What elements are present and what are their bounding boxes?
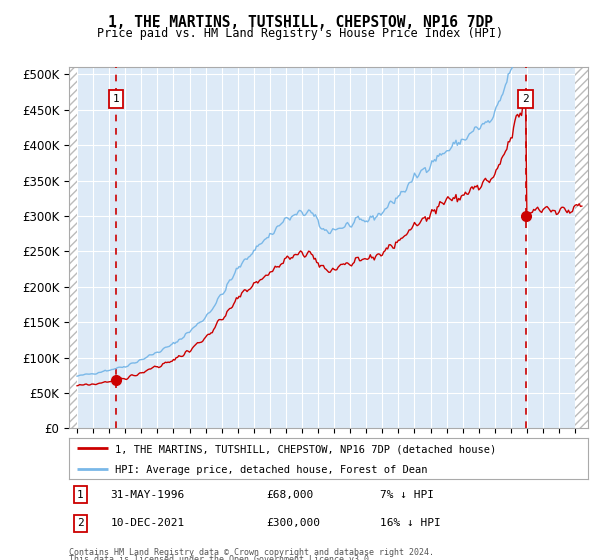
Text: 1: 1 bbox=[113, 94, 119, 104]
Text: 1, THE MARTINS, TUTSHILL, CHEPSTOW, NP16 7DP: 1, THE MARTINS, TUTSHILL, CHEPSTOW, NP16… bbox=[107, 15, 493, 30]
Text: 7% ↓ HPI: 7% ↓ HPI bbox=[380, 490, 434, 500]
Text: 1: 1 bbox=[77, 490, 84, 500]
Text: Contains HM Land Registry data © Crown copyright and database right 2024.: Contains HM Land Registry data © Crown c… bbox=[69, 548, 434, 557]
Text: 1, THE MARTINS, TUTSHILL, CHEPSTOW, NP16 7DP (detached house): 1, THE MARTINS, TUTSHILL, CHEPSTOW, NP16… bbox=[115, 445, 496, 454]
Text: This data is licensed under the Open Government Licence v3.0.: This data is licensed under the Open Gov… bbox=[69, 556, 374, 560]
Text: 2: 2 bbox=[522, 94, 529, 104]
Text: 16% ↓ HPI: 16% ↓ HPI bbox=[380, 519, 441, 528]
Text: 31-MAY-1996: 31-MAY-1996 bbox=[110, 490, 185, 500]
Bar bbox=[69, 67, 77, 428]
Text: 2: 2 bbox=[77, 519, 84, 528]
Bar bbox=[575, 67, 588, 428]
Text: Price paid vs. HM Land Registry's House Price Index (HPI): Price paid vs. HM Land Registry's House … bbox=[97, 27, 503, 40]
Text: £300,000: £300,000 bbox=[266, 519, 320, 528]
Text: 10-DEC-2021: 10-DEC-2021 bbox=[110, 519, 185, 528]
Text: £68,000: £68,000 bbox=[266, 490, 313, 500]
Text: HPI: Average price, detached house, Forest of Dean: HPI: Average price, detached house, Fore… bbox=[115, 465, 427, 475]
